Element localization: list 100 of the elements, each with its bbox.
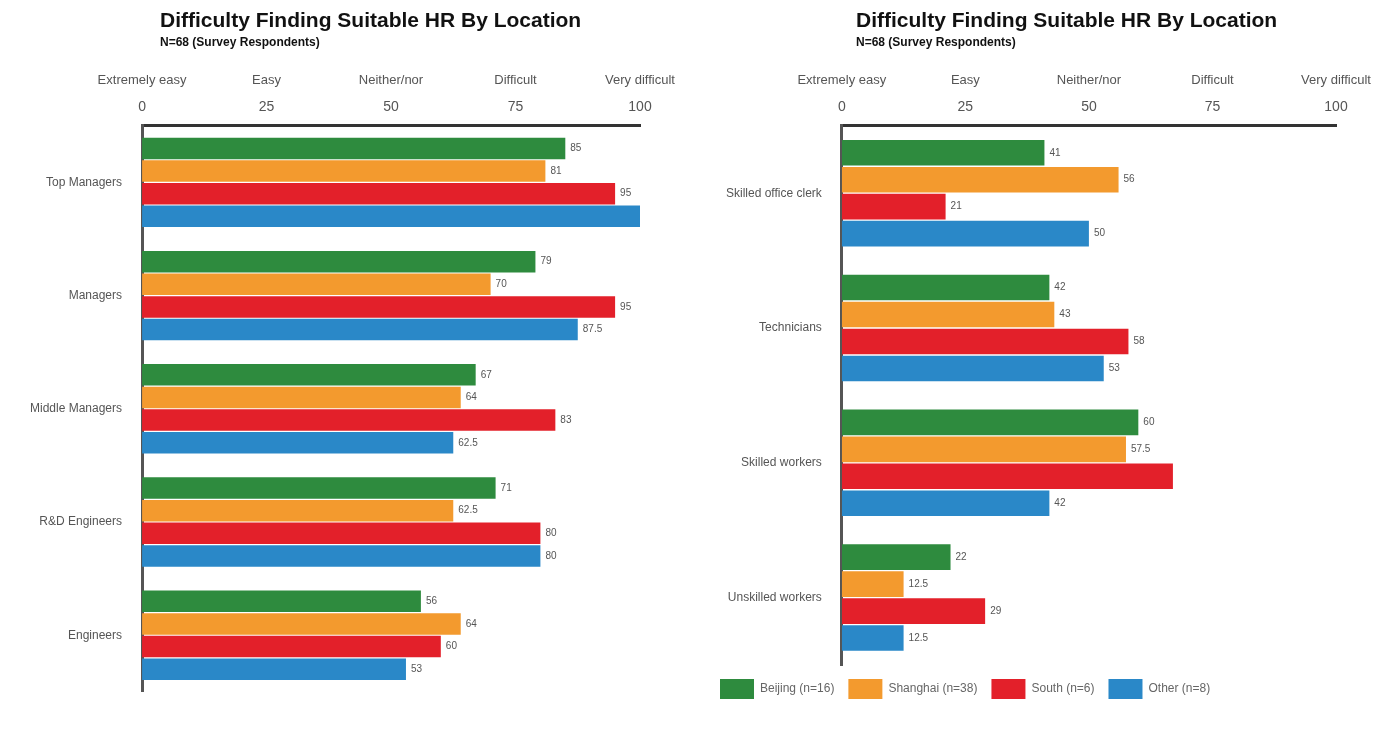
data-label: 85 <box>570 142 582 154</box>
text: Easy <box>252 72 282 88</box>
data-label: 79 <box>540 255 552 267</box>
data-label: 58 <box>1133 335 1146 347</box>
y-tick-label: Technicians <box>759 320 822 335</box>
data-label: 87.5 <box>582 323 603 335</box>
data-label: 95 <box>620 187 632 199</box>
bar <box>841 598 986 624</box>
x-tick-label: 0 <box>837 98 846 115</box>
bar <box>142 318 578 341</box>
x-tick-label: 50 <box>1081 98 1097 115</box>
bar <box>841 409 1139 436</box>
y-tick-label: Unskilled workers <box>727 589 822 604</box>
bar <box>142 590 421 612</box>
text: Difficult <box>494 72 538 88</box>
bar <box>142 182 616 205</box>
text: Neither/nor <box>358 72 424 88</box>
bar <box>142 296 616 318</box>
data-label: 22 <box>955 550 968 562</box>
y-tick-label: Managers <box>68 287 123 302</box>
legend-label: Beijing (n=16) <box>760 681 835 696</box>
bar <box>841 301 1055 328</box>
x-tick-label: 50 <box>383 98 400 115</box>
bar <box>841 328 1129 355</box>
data-label: 64 <box>465 617 478 629</box>
bar <box>142 409 556 431</box>
bar <box>841 220 1089 247</box>
text: Easy <box>950 72 981 88</box>
bar <box>841 193 946 220</box>
data-label: 64 <box>465 391 478 403</box>
data-label: 42 <box>1054 496 1066 508</box>
x-tick-label: 75 <box>1204 98 1221 115</box>
legend-label: Other (n=8) <box>1148 681 1211 696</box>
data-label: 60 <box>445 640 458 652</box>
data-label: 81 <box>550 164 562 176</box>
y-tick-label: Top Managers <box>46 174 123 189</box>
text: Very difficult <box>1301 72 1372 88</box>
data-label: 83 <box>560 413 572 425</box>
x-tick-label: 0 <box>138 98 147 115</box>
data-label: 41 <box>1049 146 1061 158</box>
data-label: 56 <box>1123 173 1136 185</box>
chart-title: Difficulty Finding Suitable HR By Location <box>856 8 1279 32</box>
data-label: 12.5 <box>908 577 929 589</box>
x-tick-label: 100 <box>1324 98 1348 115</box>
bar <box>142 137 566 160</box>
chart-subtitle: N=68 (Survey Respondents) <box>856 35 1017 49</box>
bar <box>142 205 640 228</box>
bar <box>142 160 546 182</box>
x-tick-label: 100 <box>628 98 652 115</box>
y-tick-label: Skilled office clerk <box>725 185 823 200</box>
bar <box>841 463 1173 490</box>
data-label: 62.5 <box>458 436 479 448</box>
bar <box>841 571 904 597</box>
bar <box>142 386 461 409</box>
data-label: 53 <box>1108 362 1121 374</box>
data-label: 62.5 <box>458 504 479 516</box>
y-tick-label: R&D Engineers <box>39 514 123 529</box>
bar <box>142 635 441 658</box>
data-label: 80 <box>545 527 557 539</box>
bar <box>142 499 454 522</box>
data-label: 12.5 <box>908 631 929 643</box>
bar <box>841 490 1050 517</box>
bar <box>841 166 1119 193</box>
data-label: 70 <box>495 278 508 290</box>
data-label: 71 <box>500 481 513 493</box>
bar <box>142 432 454 454</box>
data-label: 57.5 <box>1130 443 1151 455</box>
bar <box>142 522 541 545</box>
data-label: 42 <box>1054 281 1066 293</box>
text: Extremely easy <box>97 72 187 88</box>
x-tick-label: 25 <box>258 98 275 115</box>
bar <box>142 545 541 567</box>
data-label: 21 <box>950 200 963 212</box>
bar <box>841 436 1126 463</box>
y-tick-label: Engineers <box>68 627 123 642</box>
bar <box>841 355 1104 382</box>
text: Neither/nor <box>1056 72 1122 88</box>
text: Extremely easy <box>797 72 887 88</box>
bar <box>841 274 1050 301</box>
data-label: 29 <box>990 604 1002 616</box>
bar <box>841 544 951 570</box>
data-label: 53 <box>410 662 423 674</box>
data-label: 80 <box>545 549 557 561</box>
data-label: 56 <box>425 594 438 606</box>
data-label: 60 <box>1143 416 1155 428</box>
x-tick-label: 25 <box>957 98 974 115</box>
bar <box>841 139 1045 166</box>
legend-label: Shanghai (n=38) <box>888 681 978 696</box>
data-label: 50 <box>1093 227 1106 239</box>
data-label: 43 <box>1059 308 1071 320</box>
text: Difficult <box>1191 72 1235 88</box>
chart-title: Difficulty Finding Suitable HR By Location <box>160 8 583 32</box>
y-tick-label: Skilled workers <box>741 455 822 470</box>
bar <box>142 250 536 273</box>
bar <box>142 273 491 296</box>
bar <box>142 613 461 635</box>
bar <box>142 364 476 386</box>
chart-subtitle: N=68 (Survey Respondents) <box>160 35 321 49</box>
data-label: 95 <box>620 300 632 312</box>
y-tick-label: Middle Managers <box>30 401 123 416</box>
